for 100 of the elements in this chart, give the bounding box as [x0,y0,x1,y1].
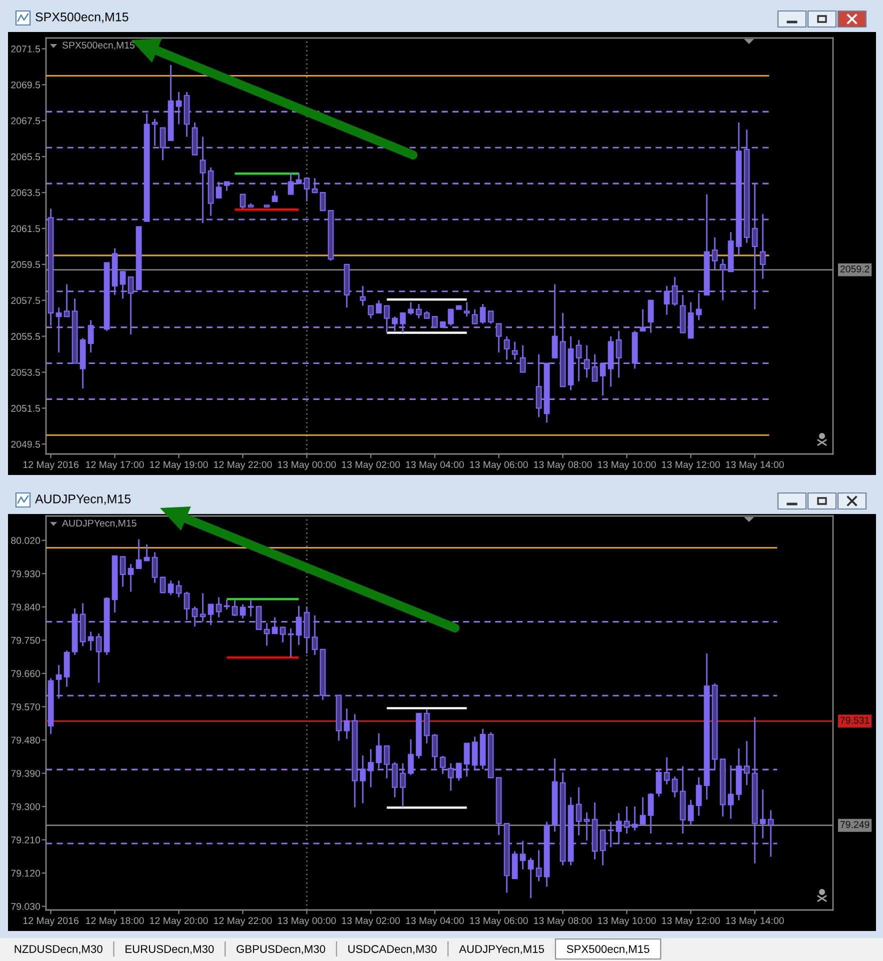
candlestick [208,604,214,626]
candlestick [272,616,278,634]
y-tick-label: 79.300 [11,803,40,810]
candlestick [576,786,582,836]
candlestick [360,754,366,804]
candlestick [648,792,654,834]
candlestick [312,614,318,656]
x-tick-label: 12 May 2016 [23,461,78,470]
candlestick [320,192,326,212]
candlestick [128,563,134,592]
candlestick [464,301,470,318]
candlestick [624,806,630,834]
x-tick-label: 13 May 08:00 [534,461,592,470]
candlestick [480,303,486,324]
candlestick [520,840,526,870]
candlestick [696,292,702,321]
candlestick [216,596,222,618]
y-tick-label: 79.660 [11,670,40,678]
ref-line-label: 79.531 [840,716,870,724]
candlestick [264,622,270,646]
candlestick [312,177,318,194]
candlestick [512,340,518,360]
candlestick [488,310,494,324]
candlestick [752,182,758,310]
candlestick [224,598,230,610]
candlestick [536,354,542,418]
candlestick [56,664,62,700]
candlestick [240,194,246,210]
candlestick [728,764,734,820]
candlestick [448,308,454,326]
candlestick [672,276,678,306]
candlestick [96,632,102,684]
candlestick [64,283,70,318]
candlestick [88,630,94,652]
candlestick [200,136,206,224]
chart-subtitle: AUDJPYecn,M15 [62,520,136,528]
candlestick [120,270,126,300]
candlestick [192,606,198,628]
candlestick [296,172,302,184]
x-tick-label: 13 May 06:00 [470,917,528,926]
candlestick [648,300,654,334]
text: NZDUSDecn,M30 [14,945,102,954]
candlestick [664,756,670,786]
chart-title: AUDJPYecn,M15 [35,494,131,505]
candlestick [424,708,430,744]
x-tick-label: 12 May 2016 [23,917,78,926]
x-tick-label: 13 May 10:00 [598,917,656,926]
candlestick [56,306,62,354]
x-tick-label: 13 May 12:00 [662,461,720,470]
candlestick [152,118,158,147]
x-tick-label: 13 May 14:00 [726,461,784,470]
candlestick [664,285,670,316]
y-tick-label: 79.210 [11,836,40,844]
y-tick-label: 79.570 [11,703,40,710]
candlestick [160,127,166,161]
candlestick [200,592,206,622]
x-tick-label: 13 May 04:00 [406,461,464,470]
candlestick [392,316,398,332]
text: EURUSDecn,M30 [126,945,214,954]
candlestick [248,600,254,618]
candlestick [152,552,158,584]
candlestick [408,738,414,776]
candlestick [640,796,646,825]
candlestick [416,303,422,320]
candlestick [584,344,590,378]
candlestick [472,736,478,770]
y-tick-label: 2055.5 [11,333,40,340]
candlestick [432,733,438,770]
candlestick [160,576,166,594]
x-tick-label: 12 May 22:00 [214,917,272,926]
candlestick [184,591,190,621]
text: GBPUSDecn,M30 [236,945,326,954]
candlestick [552,283,558,359]
y-tick-label: 2069.5 [11,81,40,88]
candlestick [608,820,614,848]
ref-line-label: 79.249 [840,821,870,828]
candlestick [768,810,774,858]
candlestick [672,776,678,798]
candlestick [520,344,526,373]
text: SPX500ecn,M15 [566,945,650,954]
candlestick [640,308,646,332]
x-tick-label: 13 May 00:00 [278,917,336,926]
candlestick [240,604,246,620]
candlestick [760,213,766,280]
candlestick [688,799,694,826]
y-tick-label: 2063.5 [11,189,40,196]
candlestick [696,776,702,816]
y-tick-label: 2061.5 [11,225,40,232]
y-tick-label: 2053.5 [11,368,40,376]
x-tick-label: 13 May 02:00 [342,461,400,470]
y-tick-label: 2059.5 [11,261,40,268]
candlestick [232,600,238,617]
candlestick [272,190,278,202]
x-tick-label: 13 May 04:00 [406,917,464,926]
candlestick [600,829,606,866]
y-tick-label: 2049.5 [11,440,40,448]
y-tick-label: 2071.5 [11,46,40,52]
candlestick [720,258,726,302]
x-tick-label: 13 May 12:00 [662,917,720,926]
candlestick [168,580,174,596]
